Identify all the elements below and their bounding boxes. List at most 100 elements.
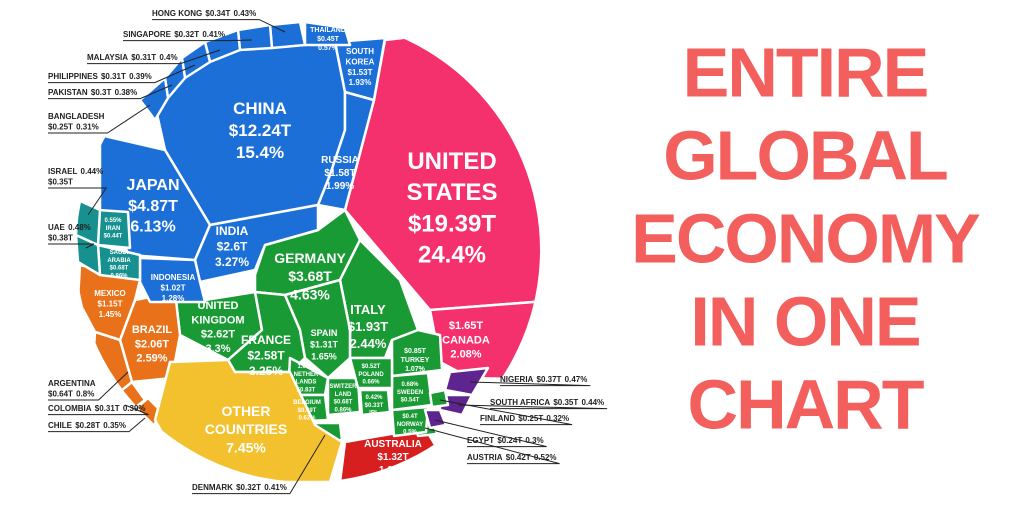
- region-label: $0.4T: [402, 414, 418, 420]
- value-label: $0.35T: [553, 398, 578, 407]
- share-label: 0.5%: [403, 429, 417, 435]
- value-label: $0.52T: [362, 364, 381, 370]
- share-label: 3.27%: [215, 255, 249, 269]
- region-name: SOUTH KOREA: [346, 47, 375, 66]
- region-name: AUSTRALIA: [364, 439, 422, 450]
- value-label: $0.28T: [75, 421, 100, 430]
- share-label: 1.93%: [349, 78, 372, 87]
- region-label: PHILIPPINES $0.31T 0.39%: [48, 72, 152, 81]
- region-label: 15.4%: [236, 144, 284, 163]
- region-label: $12.24T: [229, 122, 292, 141]
- value-label: $0.38T: [48, 234, 73, 243]
- region-label: 0.42%: [365, 395, 383, 401]
- share-label: 0.47%: [565, 375, 588, 384]
- region-label: $1.15T: [98, 300, 123, 309]
- share-label: 0.32%: [546, 414, 569, 423]
- share-label: 0.3%: [525, 436, 543, 445]
- region-label: 1.28%: [162, 294, 185, 303]
- region-label: HONG KONG $0.34T 0.43%: [152, 9, 256, 18]
- leader-line: [48, 187, 108, 216]
- value-label: $0.3T: [91, 88, 112, 97]
- region-name: CHILE: [48, 421, 73, 430]
- region-name: POLAND: [358, 371, 384, 377]
- region-name: NORWAY: [397, 421, 423, 427]
- region-name: ITALY: [350, 302, 386, 317]
- region-label: $0.52T: [362, 364, 381, 370]
- region-name: CANADA: [442, 334, 490, 346]
- region-label: 2.44%: [350, 336, 387, 351]
- region-label: $2.62T: [201, 329, 236, 341]
- region-label: PAKISTAN $0.3T 0.38%: [48, 88, 137, 97]
- region-name: SWEDEN: [397, 389, 423, 395]
- region-label: FRANCE: [241, 333, 291, 347]
- leader-line: [152, 19, 286, 33]
- region-name: TURKEY: [401, 357, 430, 364]
- value-label: $0.35T: [48, 178, 73, 187]
- value-label: $0.68T: [334, 399, 353, 405]
- region-label: 3.27%: [215, 255, 249, 269]
- region-name: THAILAND: [310, 27, 346, 34]
- region-label: INDIA: [216, 224, 249, 238]
- region-name: DENMARK: [192, 483, 233, 492]
- region-name: PAKISTAN: [48, 88, 88, 97]
- region-label: $0.54T: [401, 397, 420, 403]
- region-label: NORWAY: [397, 421, 423, 427]
- region-label: $4.87T: [128, 198, 178, 215]
- share-label: 0.57%: [318, 45, 339, 52]
- leader-line: [48, 243, 95, 249]
- share-label: 2.44%: [350, 336, 387, 351]
- region-name: BRAZIL: [132, 324, 173, 336]
- title-line: ECONOMY: [631, 199, 980, 277]
- region-label: THAILAND: [310, 27, 346, 34]
- region-label: $0.44T: [104, 233, 123, 239]
- region-cell: [423, 408, 448, 430]
- region-label: COLOMBIA $0.31T 0.39%: [48, 404, 146, 413]
- value-label: $1.65T: [449, 320, 484, 332]
- region-label: TURKEY: [401, 357, 430, 364]
- region-label: $1.32T: [377, 452, 408, 463]
- region-name: NIGERIA: [500, 375, 534, 384]
- region-name: SWITZER LAND: [330, 384, 358, 398]
- leader-line: [469, 381, 591, 387]
- value-label: $12.24T: [229, 122, 292, 141]
- share-label: 2.08%: [450, 349, 481, 361]
- value-label: $0.42T: [506, 453, 531, 462]
- value-label: $4.87T: [128, 198, 178, 215]
- region-name: RUSSIA: [321, 155, 359, 166]
- share-label: 24.4%: [418, 242, 486, 269]
- value-label: $3.68T: [288, 268, 332, 284]
- region-name: ARGENTINA: [48, 379, 96, 388]
- region-label: RUSSIA: [321, 155, 359, 166]
- region-name: UAE: [48, 223, 66, 232]
- value-label: $1.31T: [310, 340, 339, 350]
- region-name: AUSTRIA: [467, 453, 503, 462]
- value-label: $1.58T: [324, 168, 355, 179]
- leader-line: [434, 419, 547, 448]
- title-line: GLOBAL: [663, 116, 947, 194]
- region-name: JAPAN: [126, 177, 179, 194]
- share-label: 1.67%: [379, 465, 407, 476]
- region-label: 0.68%: [401, 382, 419, 388]
- region-label: NIGERIA $0.37T 0.47%: [500, 375, 587, 384]
- region-label: CANADA: [442, 334, 490, 346]
- value-label: $0.32T: [174, 30, 199, 39]
- region-name: IRL: [369, 410, 379, 416]
- share-label: 1.45%: [99, 310, 122, 319]
- region-label: INDONESIA: [151, 273, 196, 282]
- share-label: 0.44%: [81, 167, 104, 176]
- value-label: $0.49T: [298, 407, 317, 413]
- region-cell: [358, 388, 392, 417]
- region-name: SPAIN: [311, 328, 338, 338]
- region-label: SWEDEN: [397, 389, 423, 395]
- region-label: 1.67%: [379, 465, 407, 476]
- region-label: 0.57%: [318, 45, 339, 52]
- region-name: BELGIUM: [293, 400, 321, 406]
- region-label: 1.45%: [99, 310, 122, 319]
- region-name: INDIA: [216, 224, 249, 238]
- region-cell: [326, 376, 362, 417]
- value-label: $0.31T: [101, 72, 126, 81]
- region-label: 0.5%: [403, 429, 417, 435]
- leader-line: [48, 64, 196, 84]
